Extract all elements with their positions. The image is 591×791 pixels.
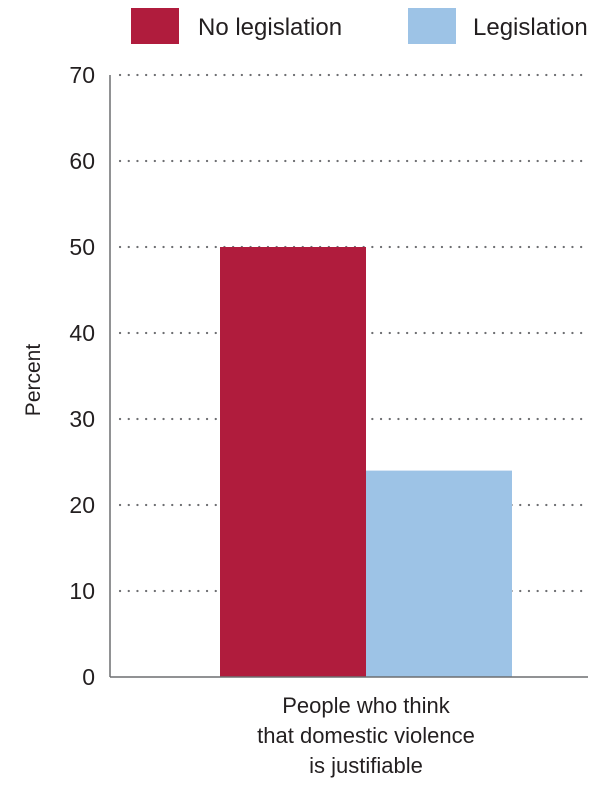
legend: No legislation Legislation [131,8,588,44]
y-tick-label: 60 [69,148,95,174]
y-tick-label: 10 [69,578,95,604]
x-category-label: People who think that domestic violence is… [257,693,475,778]
bars [220,247,512,677]
y-tick-label: 70 [69,62,95,88]
y-tick-label: 20 [69,492,95,518]
legend-swatch [408,8,456,44]
category-label-line: People who think [282,693,451,718]
bar-legislation [366,470,512,677]
category-label-line: that domestic violence [257,723,475,748]
bar-no-legislation [220,247,366,677]
legend-label: No legislation [198,14,342,41]
y-tick-label: 0 [82,664,95,690]
y-tick-label: 30 [69,406,95,432]
y-tick-label: 50 [69,234,95,260]
y-tick-label: 40 [69,320,95,346]
y-tick-labels: 0 10 20 30 40 50 60 70 [69,62,95,690]
axes [109,75,588,678]
y-axis-title: Percent [22,344,45,417]
category-label-line: is justifiable [309,753,423,778]
legend-swatch [131,8,179,44]
legend-label: Legislation [473,14,588,41]
